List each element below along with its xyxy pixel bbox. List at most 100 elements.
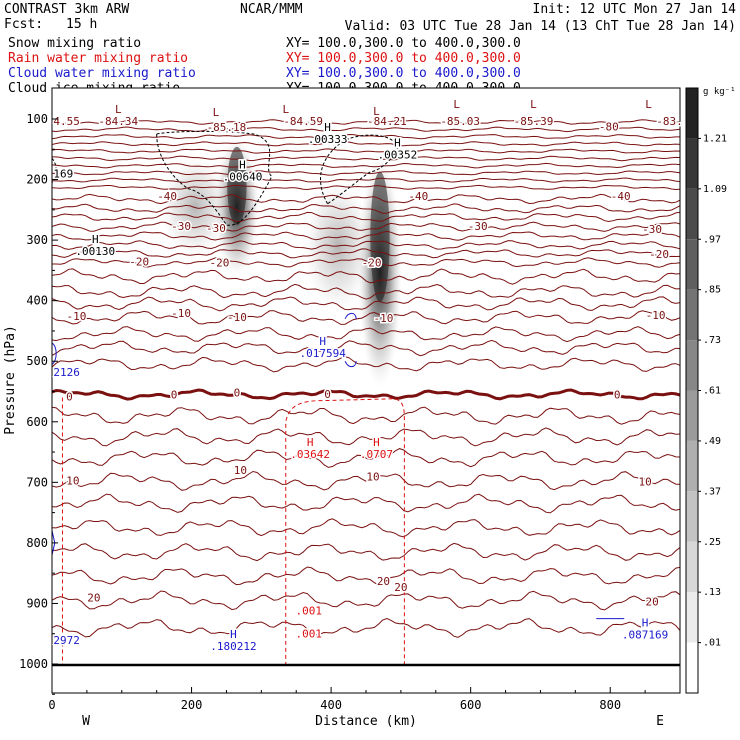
y-tick-label-4: 500 bbox=[26, 354, 48, 368]
y-tick-label-7: 800 bbox=[26, 536, 48, 550]
extremum-H-13: H bbox=[373, 436, 380, 449]
edge-label-3: 2972 bbox=[53, 634, 79, 647]
contour-label-17: -20 bbox=[362, 257, 382, 270]
contour-label-27: 0 bbox=[324, 388, 331, 401]
temp-contour-16 bbox=[52, 248, 680, 259]
snow-core-max-2 bbox=[370, 171, 390, 303]
colorbar-segment-10 bbox=[686, 592, 698, 643]
colorbar-label-9: .13 bbox=[703, 587, 721, 598]
extremum-H-9: H bbox=[239, 159, 246, 172]
rain-label-0: .001 bbox=[296, 605, 323, 618]
contour-label-19: -10 bbox=[66, 310, 86, 323]
temp-contour-11 bbox=[52, 203, 680, 214]
x-tick-label-3: 600 bbox=[460, 698, 482, 712]
init-time: Init: 12 UTC Mon 27 Jan 14 bbox=[533, 2, 737, 17]
temp-contour-20 bbox=[52, 296, 680, 312]
extremum-H-15: H bbox=[642, 616, 649, 629]
contour-label-0: -80 bbox=[599, 120, 619, 133]
temp-contour-33 bbox=[52, 566, 680, 586]
cloud-water-west-1 bbox=[52, 342, 57, 365]
extremum-H-8: H bbox=[394, 136, 401, 149]
extremum-L-6: L bbox=[645, 98, 652, 111]
contour-label-34: 20 bbox=[377, 575, 390, 588]
colorbar-label-8: .25 bbox=[703, 537, 721, 548]
contour-label-3: -84.59 bbox=[283, 115, 323, 128]
contour-label-16: -20 bbox=[210, 257, 230, 270]
y-axis-label: Pressure (hPa) bbox=[3, 325, 18, 435]
temp-contour-1 bbox=[52, 126, 680, 133]
temp-contour-6 bbox=[52, 162, 680, 169]
contour-label-26: 0 bbox=[234, 387, 241, 400]
temp-contour-35 bbox=[52, 617, 680, 638]
colorbar-segment-5 bbox=[686, 340, 698, 391]
contour-label-28: 0 bbox=[614, 389, 621, 402]
temp-contour-34 bbox=[52, 590, 680, 611]
temp-contour-3 bbox=[52, 141, 680, 147]
rain-label-1: .001 bbox=[296, 628, 323, 641]
temp-contour-2 bbox=[52, 133, 680, 140]
legend-xy-2: XY= 100.0,300.0 to 400.0,300.0 bbox=[286, 66, 521, 81]
extremum-value-10: .00130 bbox=[75, 245, 115, 258]
temp-contour-32 bbox=[52, 542, 680, 562]
field-legend: Snow mixing ratio XY= 100.0,300.0 to 400.… bbox=[8, 36, 521, 96]
contour-label-7: -83. bbox=[656, 115, 683, 128]
y-tick-label-1: 200 bbox=[26, 173, 48, 187]
cloud-ice-outline-edge bbox=[52, 158, 57, 183]
colorbar-segment-2 bbox=[686, 188, 698, 240]
edge-label-1: 169 bbox=[53, 168, 73, 181]
cloud-ice-contours bbox=[52, 130, 398, 226]
contour-label-15: -20 bbox=[129, 255, 149, 268]
temp-contour-25 bbox=[52, 388, 680, 401]
temp-contour-0 bbox=[52, 119, 680, 125]
legend-field-0: Snow mixing ratio bbox=[8, 36, 141, 51]
x-tick-label-2: 400 bbox=[320, 698, 342, 712]
y-tick-label-9: 1000 bbox=[19, 657, 48, 671]
rain-contours bbox=[61, 397, 405, 666]
contour-label-4: -84.21 bbox=[367, 115, 407, 128]
contour-label-6: -85.39 bbox=[514, 115, 554, 128]
x-tick-label-1: 200 bbox=[181, 698, 203, 712]
extremum-value-9: .00640 bbox=[223, 171, 263, 184]
temperature-contours bbox=[52, 119, 680, 638]
colorbar-segment-4 bbox=[686, 289, 698, 341]
colorbar-unit: g kg⁻¹ bbox=[703, 87, 736, 97]
contour-label-30: 10 bbox=[234, 464, 247, 477]
temp-contour-12 bbox=[52, 211, 680, 223]
temp-contour-13 bbox=[52, 221, 680, 232]
y-tick-label-5: 600 bbox=[26, 415, 48, 429]
edge-label-2: 2126 bbox=[53, 366, 79, 379]
temp-contour-17 bbox=[52, 257, 680, 268]
temp-contour-26 bbox=[52, 406, 680, 425]
extremum-H-14: H bbox=[230, 628, 237, 641]
colorbar-segment-11 bbox=[686, 642, 698, 693]
x-axis-label: Distance (km) bbox=[315, 714, 417, 729]
cloud-ice-outline-east bbox=[320, 134, 398, 205]
contour-label-20: -10 bbox=[171, 307, 191, 320]
y-tick-label-3: 400 bbox=[26, 294, 48, 308]
temp-contour-9 bbox=[52, 184, 680, 191]
colorbar-segment-8 bbox=[686, 491, 698, 542]
extremum-H-11: H bbox=[319, 335, 326, 348]
y-tick-label-0: 100 bbox=[26, 112, 48, 126]
temp-contour-8 bbox=[52, 177, 680, 183]
cloud-water-core-top bbox=[344, 312, 357, 320]
contour-label-21: -10 bbox=[227, 311, 247, 324]
temp-contour-22 bbox=[52, 326, 680, 343]
contour-label-10: -40 bbox=[611, 190, 631, 203]
center-title: NCAR/MMM bbox=[240, 2, 303, 17]
contour-label-13: -30 bbox=[468, 220, 488, 233]
contour-label-9: -40 bbox=[408, 190, 428, 203]
temp-contour-15 bbox=[52, 240, 680, 250]
west-label: W bbox=[82, 714, 90, 729]
east-label: E bbox=[656, 714, 664, 729]
contour-label-11: -30 bbox=[171, 220, 191, 233]
legend-xy-0: XY= 100.0,300.0 to 400.0,300.0 bbox=[286, 36, 521, 51]
extremum-value-15: .087169 bbox=[622, 628, 668, 641]
colorbar-segment-6 bbox=[686, 390, 698, 441]
extremum-value-8: .00352 bbox=[378, 148, 418, 161]
legend-xy-1: XY= 100.0,300.0 to 400.0,300.0 bbox=[286, 51, 521, 66]
contour-label-5: -85.03 bbox=[440, 115, 480, 128]
temp-contour-31 bbox=[52, 518, 680, 538]
